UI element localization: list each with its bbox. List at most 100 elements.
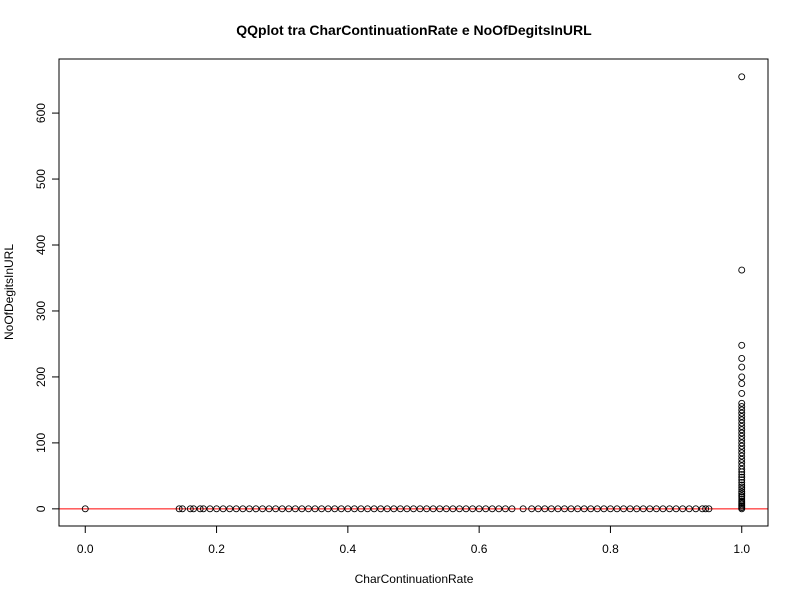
- data-point: [488, 505, 496, 513]
- data-point: [738, 429, 746, 437]
- data-point: [738, 380, 746, 387]
- data-point: [738, 471, 746, 479]
- y-tick-label: 500: [34, 169, 48, 189]
- data-point: [495, 505, 503, 513]
- data-point: [738, 492, 746, 500]
- x-tick-label: 0.2: [208, 542, 225, 556]
- data-point: [738, 399, 746, 407]
- data-point: [672, 505, 680, 513]
- data-point: [265, 505, 273, 513]
- x-tick-label: 0.6: [471, 542, 488, 556]
- data-point: [178, 505, 186, 513]
- data-point: [738, 266, 746, 274]
- y-tick-label: 100: [34, 433, 48, 453]
- data-point: [190, 505, 198, 513]
- data-point: [383, 505, 391, 513]
- data-point: [416, 505, 424, 513]
- data-point: [738, 439, 746, 447]
- data-point: [377, 505, 385, 513]
- data-point: [606, 505, 614, 513]
- data-point: [318, 505, 326, 513]
- data-point: [396, 505, 404, 513]
- data-point: [324, 505, 332, 513]
- data-point: [738, 483, 746, 491]
- data-point: [226, 505, 234, 513]
- data-point: [738, 488, 746, 496]
- data-point: [738, 452, 746, 460]
- data-point: [567, 505, 575, 513]
- x-tick-label: 0.8: [602, 542, 619, 556]
- data-point: [738, 459, 746, 467]
- data-point: [600, 505, 608, 513]
- x-tick-label: 1.0: [733, 542, 750, 556]
- plot-frame: [58, 58, 769, 527]
- x-tick-label: 0.0: [77, 542, 94, 556]
- data-point: [652, 505, 660, 513]
- data-point: [574, 505, 582, 513]
- data-point: [738, 490, 746, 498]
- data-point: [698, 505, 706, 513]
- data-point: [738, 436, 746, 444]
- data-point: [291, 505, 299, 513]
- data-point: [469, 505, 477, 513]
- data-point: [285, 505, 293, 513]
- points-layer: [81, 73, 746, 513]
- data-point: [738, 422, 746, 430]
- data-point: [252, 505, 260, 513]
- data-point: [186, 505, 194, 513]
- data-point: [702, 505, 710, 513]
- y-tick-label: 0: [34, 505, 48, 512]
- x-tick-label: 0.4: [340, 542, 357, 556]
- data-point: [528, 505, 536, 513]
- y-axis: 0 100 200 300 400 500 600: [34, 103, 60, 512]
- data-point: [423, 505, 431, 513]
- data-point: [738, 476, 746, 484]
- data-point: [475, 505, 483, 513]
- data-point: [738, 403, 746, 411]
- data-point: [738, 355, 746, 362]
- data-point: [456, 505, 463, 513]
- data-point: [738, 419, 746, 427]
- data-point: [196, 505, 204, 513]
- data-point: [738, 497, 746, 505]
- data-point: [305, 505, 312, 513]
- data-point: [738, 426, 746, 434]
- data-point: [278, 505, 286, 513]
- data-point: [298, 505, 306, 513]
- data-point: [646, 505, 654, 513]
- data-point: [738, 495, 746, 503]
- y-axis-label: NoOfDegitsInURL: [2, 244, 16, 340]
- data-point: [738, 416, 746, 424]
- data-point: [738, 373, 746, 381]
- data-point: [738, 389, 746, 397]
- data-point: [442, 505, 450, 513]
- data-point: [738, 363, 746, 371]
- data-point: [508, 505, 516, 513]
- data-point: [547, 505, 555, 513]
- data-point: [364, 505, 371, 513]
- data-point: [561, 505, 568, 513]
- data-point: [81, 505, 89, 513]
- data-point: [429, 505, 437, 513]
- data-point: [259, 505, 266, 513]
- x-axis: 0.0 0.2 0.4 0.6 0.8 1.0: [77, 525, 750, 556]
- data-point: [403, 505, 411, 513]
- data-point: [738, 413, 746, 420]
- data-point: [357, 505, 365, 513]
- data-point: [666, 505, 673, 513]
- data-point: [613, 505, 621, 513]
- data-point: [337, 505, 345, 513]
- data-point: [738, 485, 746, 493]
- data-point: [344, 505, 352, 513]
- data-point: [738, 473, 746, 481]
- data-point: [738, 455, 746, 463]
- data-point: [738, 462, 746, 470]
- data-point: [705, 505, 713, 513]
- data-point: [370, 505, 378, 513]
- chart-title: QQplot tra CharContinuationRate e NoOfDe…: [236, 22, 592, 38]
- data-point: [482, 505, 490, 513]
- data-point: [449, 505, 457, 513]
- data-point: [519, 505, 527, 513]
- data-point: [593, 505, 601, 513]
